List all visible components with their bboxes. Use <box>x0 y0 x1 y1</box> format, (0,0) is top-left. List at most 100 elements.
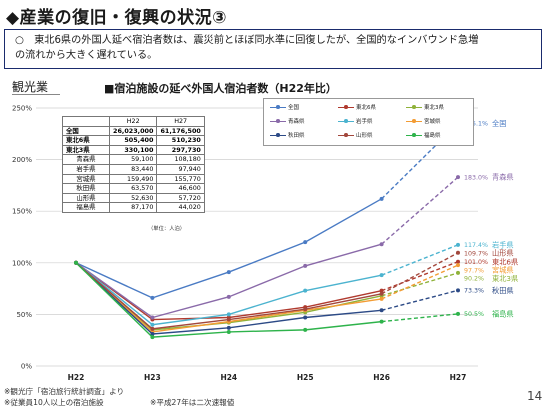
data-table: H22 H27 全国 26,023,000 61,176,500 東北6県 505,400 5… <box>62 116 205 213</box>
x-tick-label: H22 <box>68 373 85 382</box>
legend-item: 東北6県 <box>338 103 376 111</box>
legend-label: 東北3県 <box>424 105 444 111</box>
table-row: 岩手県 83,440 97,940 <box>62 163 205 175</box>
legend-label: 福島県 <box>424 133 441 139</box>
data-point <box>379 288 384 293</box>
data-point <box>150 332 155 337</box>
table-cell: 青森県 <box>62 154 110 165</box>
column-header: H27 <box>156 116 205 127</box>
column-header: H22 <box>108 116 158 127</box>
data-point <box>379 296 384 301</box>
table-cell: 宮城県 <box>62 173 110 185</box>
legend-label: 全国 <box>288 105 300 111</box>
table-cell: 63,570 <box>108 183 158 194</box>
summary-line-1: ○ 東北6県の外国人延べ宿泊者数は、震災前とほぼ同水準に回復したが、全国的なイン… <box>15 35 479 46</box>
legend-item: 山形県 <box>338 131 373 139</box>
data-point <box>303 240 308 245</box>
legend-swatch <box>338 119 354 123</box>
data-label: 73.3% <box>464 288 484 295</box>
data-point <box>150 322 155 327</box>
data-point <box>150 326 155 331</box>
summary-line-2: の流れから大きく遅れている。 <box>15 50 158 61</box>
table-cell: 510,230 <box>156 135 205 146</box>
footnote-prelim: ※平成27年は二次速報値 <box>150 398 235 407</box>
y-tick-label: 200% <box>12 156 32 164</box>
table-cell: 59,100 <box>108 154 158 165</box>
table-cell: 159,490 <box>108 173 158 185</box>
y-tick-label: 100% <box>12 259 32 267</box>
series-line-dashed <box>381 252 459 295</box>
data-point <box>303 315 308 320</box>
series-line-dashed <box>381 289 459 311</box>
data-point <box>303 307 308 312</box>
table-row: 福島県 87,170 44,020 <box>62 202 205 213</box>
series-end-label: 全国 <box>492 119 506 128</box>
table-cell: 155,770 <box>156 173 205 185</box>
data-point <box>456 242 460 247</box>
legend-swatch <box>338 105 354 109</box>
table-row: 全国 26,023,000 61,176,500 <box>62 125 205 137</box>
footnote-scope: ※従業員10人以上の宿泊施設 <box>4 398 104 407</box>
data-point <box>456 263 460 268</box>
table-cell: 297,730 <box>156 144 205 156</box>
table-cell: 東北3県 <box>62 144 110 156</box>
table-row: 東北3県 330,100 297,730 <box>62 144 205 156</box>
table-cell: 46,600 <box>156 183 205 194</box>
legend-swatch <box>270 105 286 109</box>
series-line-dashed <box>381 244 459 276</box>
series-end-label: 青森県 <box>492 173 514 182</box>
legend-label: 東北6県 <box>356 105 376 111</box>
data-point <box>456 288 460 293</box>
legend-label: 宮城県 <box>424 119 441 125</box>
table-header-row: H22 H27 <box>62 116 205 127</box>
table-cell: 57,720 <box>156 192 205 204</box>
data-point <box>379 196 384 201</box>
table-cell: 505,400 <box>108 135 158 146</box>
data-point <box>150 335 155 340</box>
data-label: 101.0% <box>464 259 488 266</box>
data-point <box>379 319 384 324</box>
legend-label: 岩手県 <box>356 119 373 125</box>
table-cell: 87,170 <box>108 202 158 213</box>
table-cell: 秋田県 <box>62 183 110 194</box>
series-line-dashed <box>381 122 459 200</box>
x-tick-label: H25 <box>297 373 314 382</box>
legend-swatch <box>406 133 422 137</box>
series-end-label: 福島県 <box>492 309 514 318</box>
legend-item: 青森県 <box>270 117 305 125</box>
y-tick-label: 0% <box>21 363 32 371</box>
legend-item: 全国 <box>270 103 299 111</box>
legend-swatch <box>270 133 286 137</box>
table-cell: 岩手県 <box>62 163 110 175</box>
table-cell: 97,940 <box>156 163 205 175</box>
data-point <box>456 175 460 180</box>
series-line <box>75 198 382 299</box>
legend-swatch <box>406 105 422 109</box>
y-tick-label: 150% <box>12 208 32 216</box>
data-label: 183.0% <box>464 174 488 181</box>
section-underline <box>12 94 60 95</box>
data-point <box>456 250 460 255</box>
data-point <box>226 329 231 334</box>
data-point <box>379 291 384 296</box>
series-line-dashed <box>381 313 459 323</box>
y-tick-label: 50% <box>16 311 32 319</box>
legend-item: 福島県 <box>406 131 441 139</box>
footnote-source: ※観光庁「宿泊旅行統計調査」より <box>4 387 125 396</box>
series-line-dashed <box>381 176 459 245</box>
data-point <box>150 315 155 320</box>
table-cell: 108,180 <box>156 154 205 165</box>
legend-item: 秋田県 <box>270 131 305 139</box>
y-tick-label: 250% <box>12 105 32 113</box>
data-point <box>226 270 231 275</box>
data-point <box>226 294 231 299</box>
table-cell: 山形県 <box>62 192 110 204</box>
data-point <box>226 317 231 322</box>
x-tick-label: H24 <box>220 373 237 382</box>
series-end-label: 東北6県 <box>492 257 518 266</box>
legend-label: 山形県 <box>356 133 373 139</box>
table-cell: 東北6県 <box>62 135 110 146</box>
legend-item: 岩手県 <box>338 117 373 125</box>
legend-label: 青森県 <box>288 119 305 125</box>
